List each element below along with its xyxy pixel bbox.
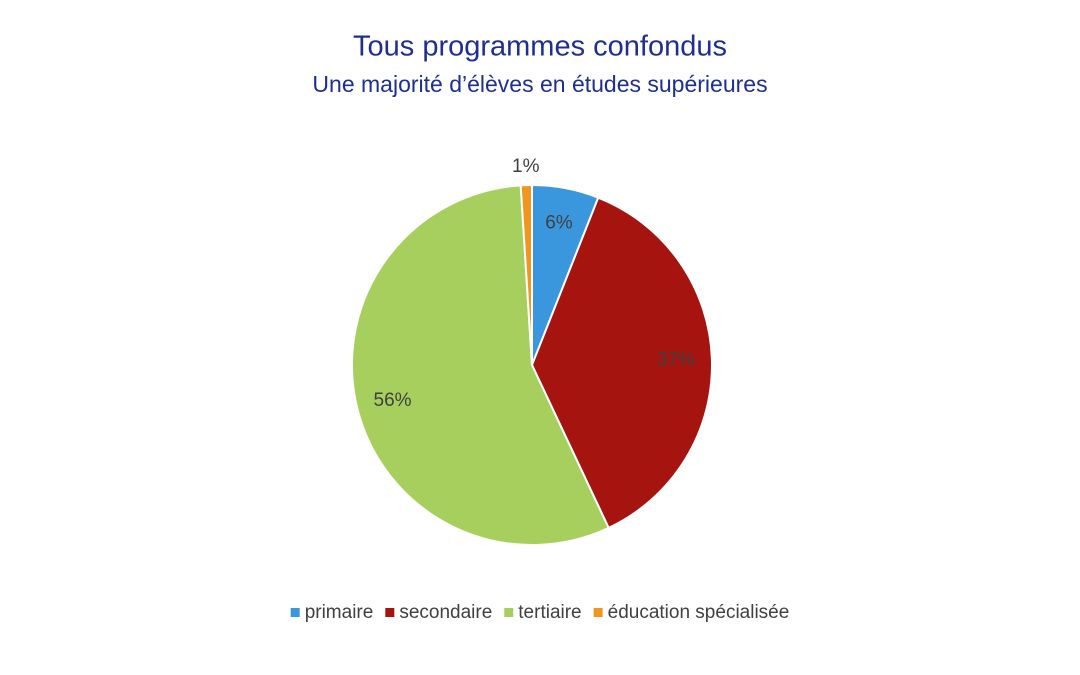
data-label: 37% [657, 349, 695, 370]
pie-slice [519, 183, 533, 366]
legend-swatch [593, 608, 603, 617]
data-label: 1% [512, 156, 540, 177]
data-label: 6% [545, 213, 573, 234]
legend-swatch [385, 608, 395, 617]
legend-label: tertiaire [518, 602, 581, 623]
pie-slice [351, 184, 610, 546]
legend-label: éducation spécialisée [608, 602, 790, 623]
pie-slice [530, 196, 713, 530]
legend-label: secondaire [399, 602, 492, 623]
chart-subtitle: Une majorité d’élèves en études supérieu… [312, 71, 767, 97]
legend-label: primaire [305, 602, 374, 623]
legend-swatch [504, 608, 514, 617]
legend-swatch [290, 608, 300, 617]
data-label: 56% [374, 390, 412, 411]
chart-title: Tous programmes confondus [353, 31, 727, 63]
